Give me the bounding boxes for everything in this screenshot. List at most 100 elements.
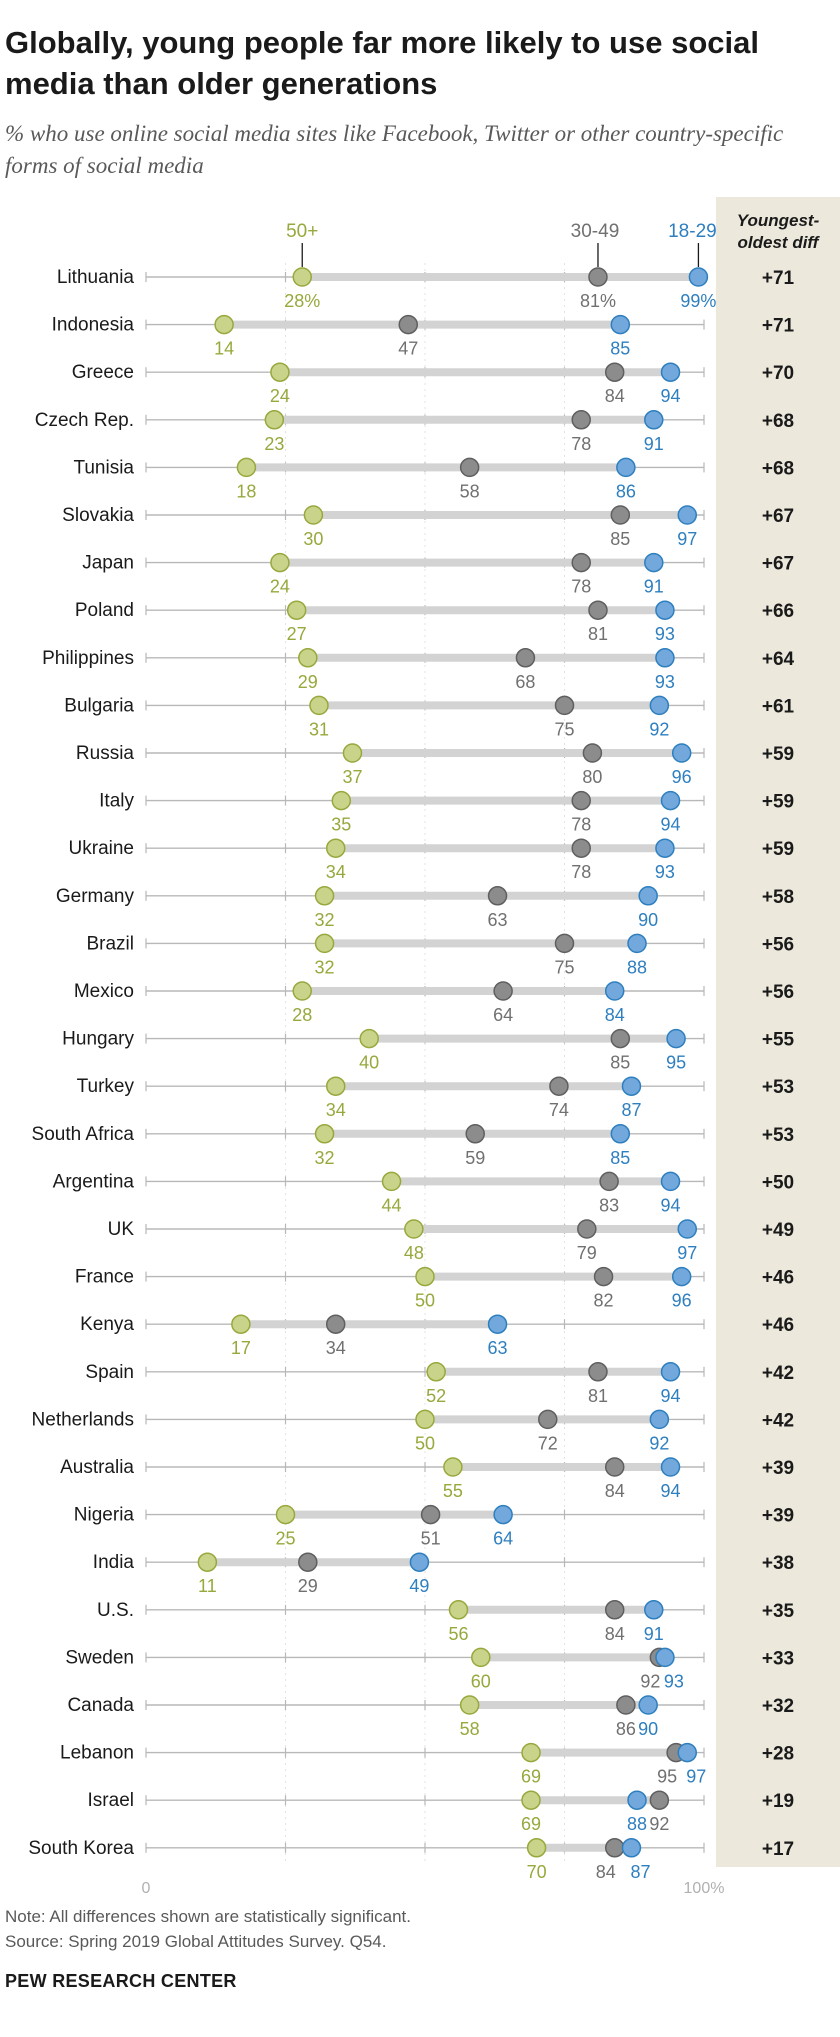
value-label-age_30_49: 47 [398,339,418,359]
value-label-age_30_49: 92 [649,1814,669,1834]
country-label: Czech Rep. [35,410,134,431]
country-label: India [93,1552,135,1573]
value-label-age_30_49: 78 [571,815,591,835]
dot-age_50plus [331,790,352,811]
value-label-age_18_29: 92 [649,719,669,739]
country-label: Tunisia [73,457,134,478]
country-label: Canada [67,1695,134,1716]
dot-age_30_49 [599,1171,619,1192]
diff-value: +56 [762,934,794,955]
diff-value: +66 [762,601,794,622]
value-label-age_18_29: 86 [616,481,636,501]
country-label: Japan [82,553,134,574]
value-label-age_50plus: 29 [298,672,318,692]
value-label-age_18_29: 91 [644,1624,664,1644]
value-label-age_18_29: 92 [649,1433,669,1453]
dot-age_18_29 [610,314,631,335]
dot-age_50plus [236,457,257,478]
dot-age_30_49 [604,362,625,382]
country-label: Brazil [86,933,134,954]
value-label-age_50plus: 11 [198,1576,217,1596]
diff-value: +39 [762,1458,794,1479]
dot-age_50plus [231,1314,251,1334]
dot-age_18_29 [649,695,670,716]
dot-age_30_49 [465,1124,485,1144]
dot-age_30_49 [554,933,575,954]
value-label-age_30_49: 75 [554,719,574,739]
value-label-age_18_29: 94 [661,1195,681,1215]
country-label: Lithuania [57,267,135,288]
country-label: Slovakia [62,505,134,526]
value-label-age_18_29: 84 [605,1005,625,1025]
dot-plot-chart: Youngest-oldest diff 50+ 30-49 18-29 Lithuan… [28,197,840,1897]
x-axis-max-label: 100% [684,1880,725,1897]
dot-age_50plus [314,1124,335,1144]
value-label-age_50plus: 14 [214,339,234,359]
country-label: Lebanon [60,1743,134,1764]
dot-age_30_49 [554,695,575,716]
value-label-age_18_29: 94 [661,1386,681,1406]
diff-value: +53 [762,1077,794,1098]
dot-age_18_29 [660,790,681,811]
diff-value: +50 [762,1172,794,1193]
value-label-age_50plus: 60 [471,1671,491,1691]
dot-age_50plus [314,933,335,954]
value-label-age_30_49: 64 [493,1005,513,1025]
dot-age_50plus [415,1409,435,1430]
value-label-age_30_49: 59 [465,1148,485,1168]
diff-value: +56 [762,982,794,1003]
value-label-age_30_49: 58 [460,481,480,501]
value-label-age_18_29: 91 [644,434,664,454]
dot-age_50plus [359,1028,379,1049]
value-label-age_50plus: 48 [404,1243,424,1263]
country-label: Poland [75,600,134,621]
dot-age_50plus [292,981,312,1001]
diff-column-header: oldest diff [738,233,821,252]
diff-value: +17 [762,1839,794,1860]
value-label-age_30_49: 84 [605,1624,625,1644]
value-label-age_18_29: 93 [664,1671,684,1691]
country-label: Germany [56,886,135,907]
dot-age_18_29 [610,1124,631,1144]
publisher-logo-text: PEW RESEARCH CENTER [5,1971,237,1991]
diff-value: +19 [762,1791,794,1812]
dot-age_18_29 [677,505,698,525]
dot-age_50plus [270,552,290,573]
diff-column-header: Youngest- [737,211,820,230]
value-label-age_50plus: 50 [415,1291,435,1311]
dot-age_30_49 [610,1028,631,1049]
dot-age_50plus [526,1838,547,1858]
dot-age_18_29 [666,1028,686,1049]
diff-value: +68 [762,458,794,479]
value-label-age_50plus: 23 [264,434,284,454]
chart-title: Globally, young people far more likely t… [5,25,759,101]
diff-column-panel [716,197,840,1867]
value-label-age_50plus: 28% [284,291,320,311]
value-label-age_18_29: 94 [661,386,681,406]
dot-age_50plus [292,267,312,287]
dot-age_18_29 [671,743,692,763]
value-label-age_50plus: 28 [292,1005,312,1025]
value-label-age_30_49: 82 [594,1291,614,1311]
dot-age_50plus [381,1171,402,1192]
dot-age_18_29 [409,1552,430,1572]
value-label-age_50plus: 25 [275,1529,295,1549]
value-label-age_30_49: 72 [538,1433,558,1453]
diff-value: +59 [762,839,794,860]
dot-age_50plus [459,1695,480,1715]
dot-age_50plus [521,1790,541,1810]
value-label-age_18_29: 91 [644,577,664,597]
country-label: Indonesia [52,315,135,336]
value-label-age_30_49: 84 [596,1862,616,1882]
value-label-age_30_49: 78 [571,862,591,882]
value-label-age_18_29: 88 [627,1814,647,1834]
value-label-age_18_29: 87 [621,1100,641,1120]
value-label-age_30_49: 51 [421,1529,441,1549]
dot-age_18_29 [487,1314,508,1334]
value-label-age_18_29: 93 [655,862,675,882]
value-label-age_18_29: 90 [638,910,658,930]
country-label: Mexico [74,981,134,1002]
value-label-age_18_29: 93 [655,672,675,692]
dot-age_18_29 [621,1076,642,1096]
dot-age_50plus [264,410,285,430]
